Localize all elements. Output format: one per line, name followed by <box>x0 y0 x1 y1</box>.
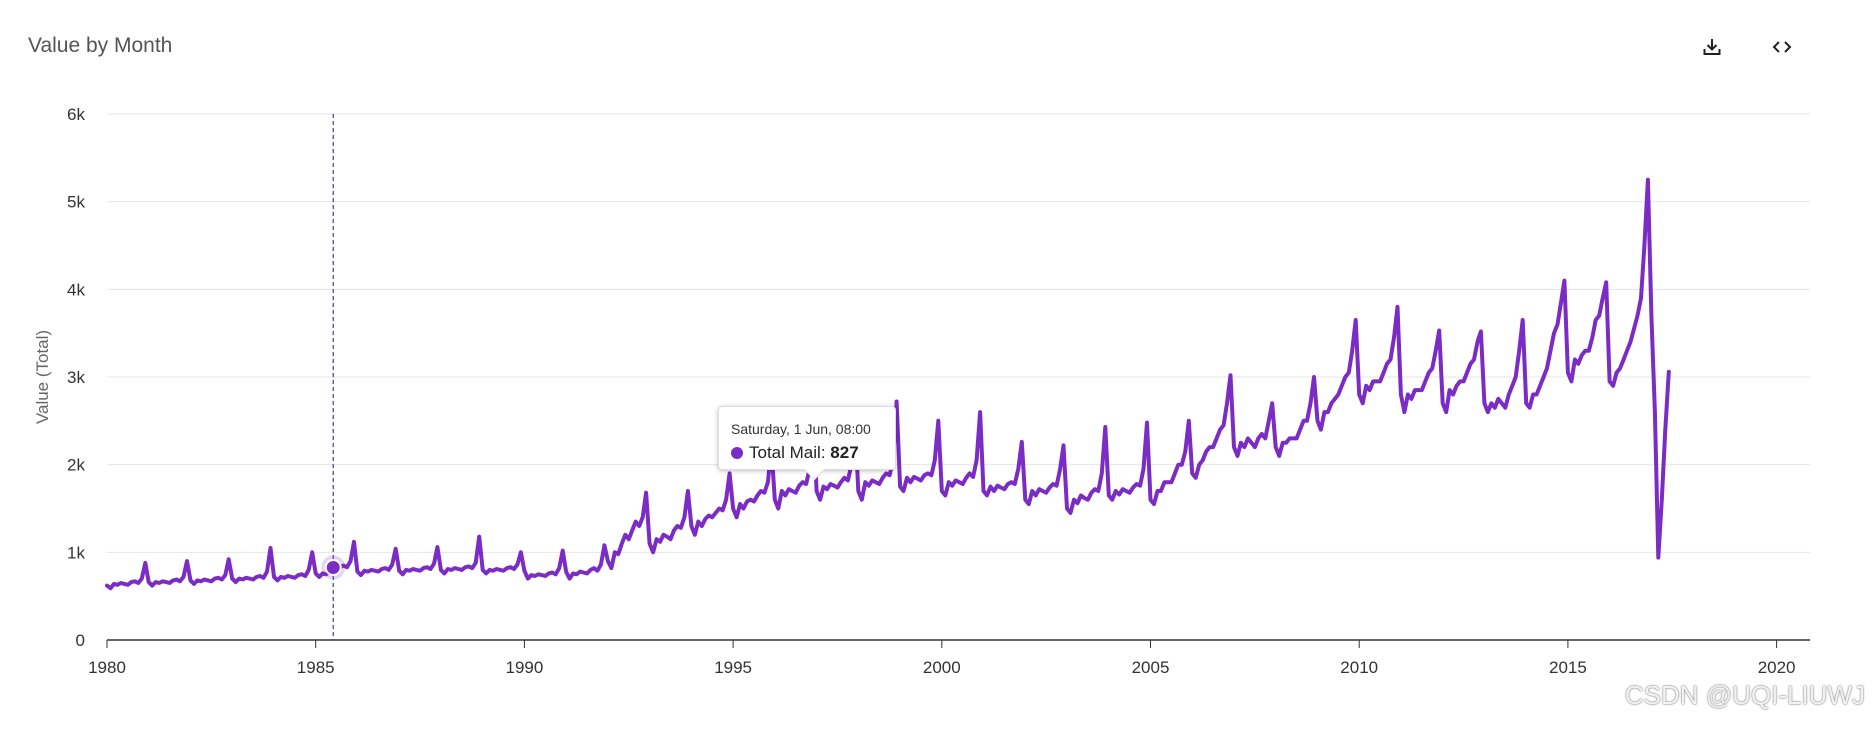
x-tick-label: 2010 <box>1340 658 1378 677</box>
grid-lines <box>107 113 1810 553</box>
hover-marker-layer <box>321 555 346 580</box>
y-tick-label: 6k <box>67 105 85 124</box>
x-tick-label: 2000 <box>923 658 961 677</box>
download-button[interactable] <box>1692 30 1732 64</box>
tooltip: Saturday, 1 Jun, 08:00 Total Mail: 827 <box>718 406 896 481</box>
chart-title: Value by Month <box>28 34 173 57</box>
x-tick-label: 1985 <box>297 658 335 677</box>
y-tick-label: 5k <box>67 193 85 212</box>
y-tick-label: 3k <box>67 368 85 387</box>
x-tick-label: 1990 <box>505 658 543 677</box>
y-tick-label: 0 <box>76 631 85 650</box>
series-layer <box>105 177 1671 591</box>
tooltip-row: Total Mail: 827 <box>731 443 859 463</box>
y-tick-label: 2k <box>67 456 85 475</box>
embed-code-button[interactable] <box>1762 30 1802 64</box>
y-tick-label: 1k <box>67 543 85 562</box>
tooltip-date: Saturday, 1 Jun, 08:00 <box>731 421 871 437</box>
tooltip-value: 827 <box>830 443 859 462</box>
y-tick-label: 4k <box>67 280 85 299</box>
tooltip-separator: : <box>820 443 826 462</box>
x-tick-label: 1980 <box>88 658 126 677</box>
x-tick-label: 2015 <box>1549 658 1587 677</box>
series-line[interactable] <box>105 177 1671 591</box>
x-tick-label: 2020 <box>1758 658 1796 677</box>
download-icon <box>1703 39 1721 55</box>
tooltip-series-name: Total Mail <box>749 443 821 462</box>
watermark: CSDN @UQI-LIUWJ <box>1624 680 1865 710</box>
code-icon <box>1772 41 1792 53</box>
x-tick-label: 1995 <box>714 658 752 677</box>
y-axis-title: Value (Total) <box>33 330 52 424</box>
axes: 0 1k 2k 3k 4k 5k 6k 1980 1985 1990 1995 2000 2005 201… <box>33 105 1810 677</box>
hover-point[interactable] <box>324 558 342 576</box>
series-color-dot <box>731 447 743 459</box>
x-tick-label: 2005 <box>1132 658 1170 677</box>
